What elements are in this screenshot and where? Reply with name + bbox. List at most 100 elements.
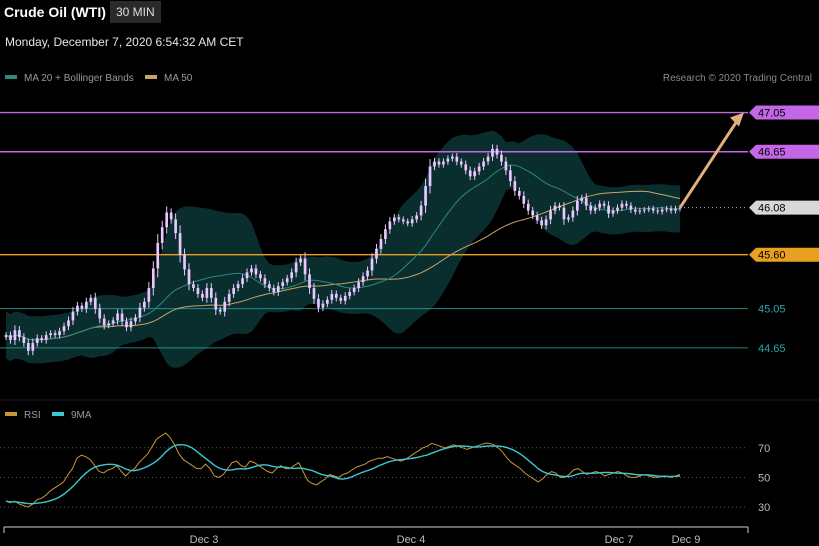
- candle: [44, 331, 48, 344]
- candle-body: [129, 321, 133, 328]
- rsi-legend-item: RSI: [5, 410, 41, 421]
- candle: [468, 166, 472, 181]
- candle: [669, 205, 673, 214]
- candle-body: [80, 305, 84, 309]
- candle: [424, 178, 427, 214]
- candle-body: [160, 227, 164, 243]
- candle: [80, 302, 84, 312]
- candle-body: [71, 311, 75, 321]
- rsi-legend-item: 9MA: [52, 410, 92, 421]
- candle-body: [544, 219, 548, 226]
- legend-label: MA 20 + Bollinger Bands: [24, 73, 134, 84]
- level-label-text: 47.05: [758, 108, 786, 120]
- rsi-ma-line: [5, 443, 681, 505]
- candle-body: [44, 335, 48, 341]
- timeframe-selector[interactable]: 30 MIN: [110, 1, 161, 23]
- candle-body: [348, 291, 352, 296]
- rsi-panel: RSI 9MA 30 50 70: [0, 410, 770, 514]
- candle-body: [326, 299, 329, 304]
- candle-body: [58, 331, 61, 336]
- candle-body: [201, 293, 204, 298]
- candle-body: [49, 333, 52, 336]
- candle: [477, 162, 481, 176]
- candle: [544, 215, 548, 230]
- candle: [602, 200, 606, 209]
- candle: [241, 274, 244, 289]
- candle: [138, 302, 142, 323]
- candle-body: [192, 284, 195, 289]
- candle-body: [616, 207, 619, 211]
- candle: [26, 338, 30, 356]
- rsi-tick-label: 30: [758, 502, 770, 514]
- candle-body: [102, 318, 106, 326]
- candle: [178, 225, 182, 263]
- candle: [156, 234, 160, 278]
- rsi-tick-label: 70: [758, 443, 770, 455]
- candle-body: [517, 190, 521, 196]
- candle-body: [660, 209, 664, 212]
- candle-body: [245, 272, 249, 279]
- candle-body: [549, 210, 552, 220]
- candle: [575, 195, 579, 216]
- candle: [589, 202, 593, 215]
- candle: [67, 316, 70, 331]
- candle-body: [571, 210, 575, 218]
- level-label: 45.60: [749, 247, 819, 262]
- candle-body: [647, 208, 651, 210]
- moving-averages: [5, 164, 681, 341]
- candles: [4, 144, 682, 356]
- candle: [317, 294, 320, 313]
- candle: [303, 252, 307, 281]
- candle: [53, 330, 57, 339]
- candle: [526, 199, 530, 215]
- candle: [58, 327, 61, 339]
- candle: [165, 206, 169, 234]
- candle: [361, 272, 365, 287]
- candle: [285, 274, 289, 286]
- candle-body: [437, 161, 441, 165]
- candle-body: [290, 272, 294, 279]
- candle-body: [116, 313, 119, 321]
- candle-body: [299, 258, 302, 263]
- candle: [509, 165, 512, 187]
- candle-body: [178, 233, 182, 255]
- forecast-arrow-line: [678, 118, 740, 209]
- candle-body: [330, 293, 334, 300]
- candle-body: [183, 254, 186, 270]
- candle: [500, 150, 503, 166]
- rsi-legend-label: RSI: [24, 410, 41, 421]
- candle: [491, 144, 494, 162]
- candle: [647, 205, 651, 213]
- level-label-tag: [749, 144, 819, 159]
- candle: [330, 290, 334, 304]
- candle: [459, 158, 463, 168]
- candle-body: [669, 208, 673, 211]
- candle-body: [352, 288, 356, 292]
- candle-body: [93, 297, 97, 309]
- candle: [558, 202, 561, 211]
- rsi-tick-label: 50: [758, 472, 770, 484]
- candle: [174, 213, 177, 240]
- candle: [419, 200, 423, 221]
- candle-body: [678, 207, 682, 209]
- candle-body: [406, 221, 410, 224]
- rsi-line: [5, 432, 681, 508]
- candle-body: [379, 239, 383, 249]
- candle-body: [236, 284, 240, 289]
- candle: [451, 153, 454, 162]
- instrument-title: Crude Oil (WTI): [4, 4, 106, 20]
- candle-body: [464, 164, 468, 171]
- candle: [629, 202, 633, 214]
- candle: [120, 309, 124, 326]
- candle-body: [388, 221, 392, 230]
- candle: [638, 207, 642, 215]
- level-label-tag: [749, 247, 819, 262]
- candle: [312, 282, 316, 304]
- candle-body: [607, 205, 610, 214]
- candle-body: [138, 307, 142, 318]
- candle-body: [602, 203, 606, 206]
- candle-body: [125, 321, 128, 328]
- candle-body: [89, 297, 93, 302]
- candle: [410, 215, 414, 227]
- candle-body: [40, 338, 44, 341]
